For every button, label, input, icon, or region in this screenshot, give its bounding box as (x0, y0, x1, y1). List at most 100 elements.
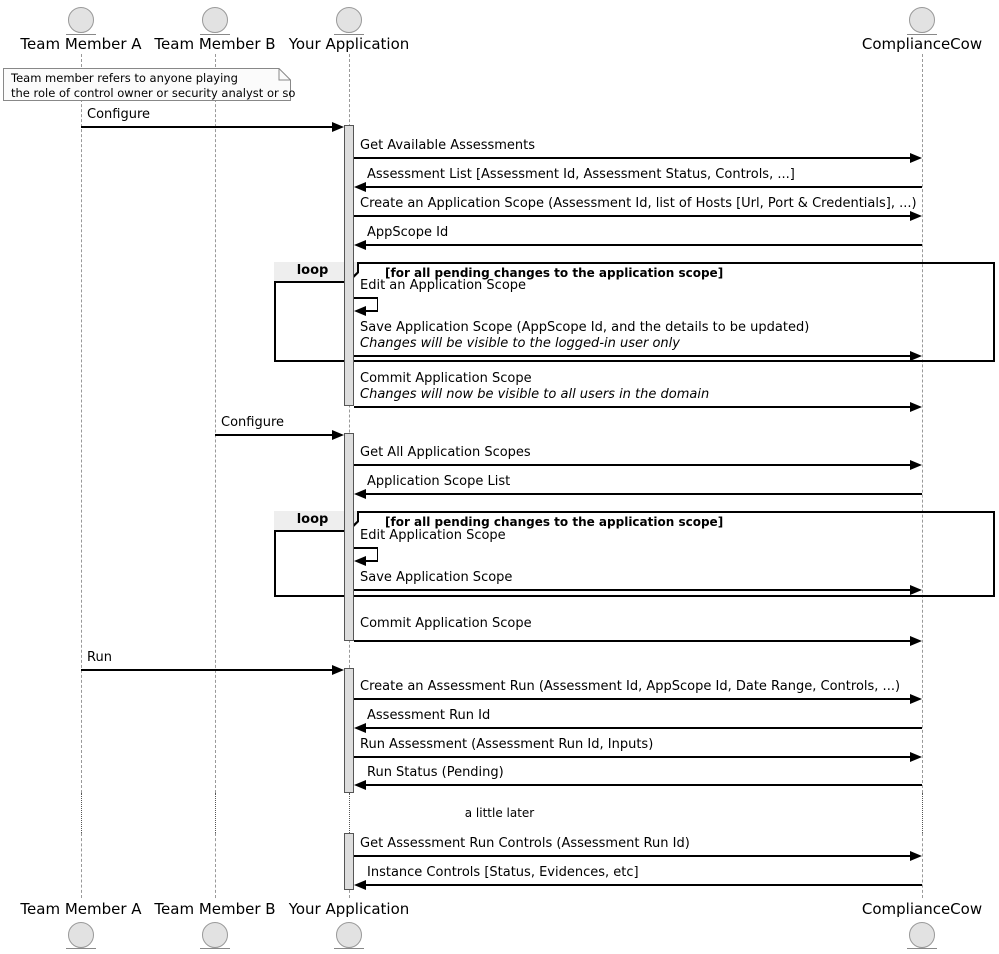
message-2-label-text: Get Available Assessments (360, 138, 536, 153)
message-3-line (365, 186, 922, 188)
note (3, 68, 291, 101)
message-20-label: Get Assessment Run Controls (Assessment … (360, 836, 690, 852)
participant-head-line-app (334, 34, 364, 35)
message-20-label-text: Get Assessment Run Controls (Assessment … (360, 836, 690, 851)
loop-box-2 (274, 511, 995, 597)
message-21-arrowhead (354, 879, 366, 890)
activation-bar-2 (344, 433, 354, 641)
message-5-label-text: AppScope Id (367, 225, 449, 240)
participant-foot-label-cow: ComplianceCow (861, 900, 983, 918)
message-7-label-italic: Changes will be visible to the logged-in… (360, 336, 680, 351)
message-6-label: Edit an Application Scope (360, 278, 527, 293)
message-13-line (354, 589, 911, 591)
loop-condition-2: [for all pending changes to the applicat… (385, 515, 724, 529)
message-19-arrowhead (354, 779, 366, 790)
message-1-label: Configure (87, 107, 150, 123)
participant-foot-circle-teamB (202, 922, 228, 948)
participant-head-label-cow: ComplianceCow (861, 35, 983, 53)
message-17-label-text: Assessment Run Id (367, 708, 491, 723)
lifeline-cow-delay (921, 793, 923, 833)
lifeline-teamB (214, 833, 216, 898)
lifeline-cow (921, 833, 923, 898)
loop-tab-2: loop (274, 511, 359, 532)
message-8-arrowhead (910, 401, 922, 412)
message-21-label-text: Instance Controls [Status, Evidences, et… (367, 865, 639, 880)
lifeline-cow (921, 54, 923, 793)
message-4-label-text: Create an Application Scope (Assessment … (360, 196, 917, 211)
message-14-arrowhead (910, 635, 922, 646)
loop-tab-1: loop (274, 262, 359, 283)
lifeline-teamB-delay (214, 793, 216, 833)
message-12-line-side (376, 547, 378, 560)
message-21-line (365, 884, 922, 886)
message-7-label-text: Save Application Scope (AppScope Id, and… (360, 320, 810, 335)
message-3-arrowhead (354, 181, 366, 192)
participant-head-label-app: Your Application (288, 35, 410, 53)
message-14-line (354, 640, 911, 642)
participant-head-circle-teamA (68, 7, 94, 33)
activation-bar-4 (344, 833, 354, 890)
message-19-label: Run Status (Pending) (367, 765, 504, 781)
loop-tab-fill (274, 511, 357, 530)
message-9-label-text: Configure (221, 415, 285, 430)
message-10-label-text: Get All Application Scopes (360, 445, 531, 460)
message-9-line (215, 434, 333, 436)
message-11-label: Application Scope List (367, 474, 510, 490)
participant-head-label-teamB: Team Member B (154, 35, 276, 53)
activation-bar-1 (344, 125, 354, 406)
message-12-arrowhead (354, 555, 366, 566)
message-16-line (354, 698, 911, 700)
message-2-label: Get Available Assessments (360, 138, 535, 154)
message-14-label: Commit Application Scope (360, 616, 532, 632)
message-18-label: Run Assessment (Assessment Run Id, Input… (360, 737, 653, 753)
message-12-label: Edit Application Scope (360, 528, 506, 543)
message-17-arrowhead (354, 722, 366, 733)
message-15-label: Run (87, 650, 112, 666)
participant-foot-line-app (334, 948, 364, 949)
message-5-arrowhead (354, 239, 366, 250)
participant-head-circle-cow (909, 7, 935, 33)
message-14-label-text: Commit Application Scope (360, 616, 532, 631)
message-7-arrowhead (910, 350, 922, 361)
message-15-arrowhead (332, 664, 344, 675)
message-16-label: Create an Assessment Run (Assessment Id,… (360, 679, 900, 695)
message-4-label: Create an Application Scope (Assessment … (360, 196, 917, 212)
participant-head-line-teamB (200, 34, 230, 35)
participant-foot-label-teamB: Team Member B (154, 900, 276, 918)
message-9-label: Configure (221, 415, 284, 431)
lifeline-teamA (80, 54, 82, 793)
lifeline-app-delay (348, 793, 350, 833)
message-13-label: Save Application Scope (360, 570, 512, 586)
note-text-line: the role of control owner or security an… (11, 86, 296, 100)
message-5-label: AppScope Id (367, 225, 448, 241)
note-text-line: Team member refers to anyone playing (11, 71, 238, 85)
message-12-line-out (354, 547, 378, 549)
message-16-arrowhead (910, 693, 922, 704)
message-12-line-back (365, 560, 378, 562)
participant-foot-circle-app (336, 922, 362, 948)
message-7-label: Save Application Scope (AppScope Id, and… (360, 320, 809, 352)
message-4-line (354, 215, 911, 217)
delay-label: a little later (464, 806, 535, 820)
message-8-label-text: Commit Application Scope (360, 371, 532, 386)
message-9-arrowhead (332, 429, 344, 440)
message-15-label-text: Run (87, 650, 112, 665)
participant-head-circle-teamB (202, 7, 228, 33)
participant-foot-line-teamB (200, 948, 230, 949)
message-8-line (354, 406, 911, 408)
message-7-line (354, 355, 911, 357)
message-18-line (354, 756, 911, 758)
participant-head-circle-app (336, 7, 362, 33)
message-10-label: Get All Application Scopes (360, 445, 531, 461)
message-6-line-back (365, 310, 378, 312)
lifeline-teamA-delay (80, 793, 82, 833)
message-13-arrowhead (910, 584, 922, 595)
message-16-label-text: Create an Assessment Run (Assessment Id,… (360, 679, 901, 694)
message-2-line (354, 157, 911, 159)
participant-head-line-cow (907, 34, 937, 35)
message-11-arrowhead (354, 488, 366, 499)
lifeline-app (348, 54, 350, 793)
loop-box-1 (274, 262, 995, 362)
participant-foot-line-teamA (66, 948, 96, 949)
